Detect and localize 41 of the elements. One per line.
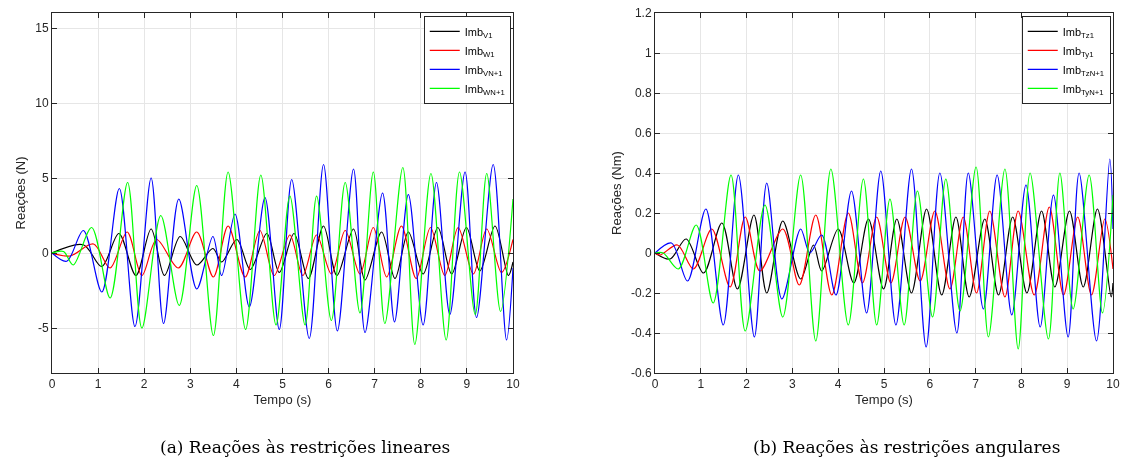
text: (a) Reações às restrições lineares <box>160 437 451 457</box>
y-tick-label: 0.8 <box>634 86 652 101</box>
y-axis-title: Reações (Nm) <box>608 151 624 235</box>
x-tick-label: 6 <box>926 377 934 392</box>
y-tick-label: 15 <box>35 21 49 36</box>
y-tick-label: 0.4 <box>634 166 652 181</box>
y-tick-label: 0.6 <box>634 126 652 141</box>
x-tick-label: 4 <box>834 377 842 392</box>
x-tick-label: 7 <box>972 377 980 392</box>
y-tick-label: 0 <box>644 246 652 261</box>
x-tick-label: 9 <box>463 377 471 392</box>
text: (b) Reações às restrições angulares <box>753 437 1061 457</box>
x-axis-title: Tempo (s) <box>253 392 312 407</box>
x-tick-label: 2 <box>743 377 751 392</box>
y-tick-label: 10 <box>35 96 49 111</box>
x-tick-label: 5 <box>279 377 287 392</box>
y-tick-label: -5 <box>37 321 49 336</box>
y-tick-label: 1.2 <box>634 6 652 21</box>
x-tick-label: 1 <box>697 377 705 392</box>
x-tick-label: 10 <box>1106 377 1120 392</box>
x-tick-label: 5 <box>880 377 888 392</box>
x-tick-label: 10 <box>506 377 520 392</box>
x-tick-label: 3 <box>186 377 194 392</box>
y-tick-label: 0 <box>41 246 49 261</box>
y-tick-label: -0.4 <box>630 326 652 341</box>
y-tick-label: 5 <box>41 171 49 186</box>
x-tick-label: 8 <box>1018 377 1026 392</box>
y-tick-label: -0.2 <box>630 286 652 301</box>
x-tick-label: 8 <box>417 377 425 392</box>
y-tick-label: 0.2 <box>634 206 652 221</box>
y-tick-label: -0.6 <box>630 366 652 381</box>
y-axis-title: Reações (N) <box>13 156 29 230</box>
x-tick-label: 1 <box>94 377 102 392</box>
x-tick-label: 6 <box>325 377 333 392</box>
x-tick-label: 3 <box>789 377 797 392</box>
x-tick-label: 4 <box>233 377 241 392</box>
x-tick-label: 9 <box>1063 377 1071 392</box>
x-axis-title: Tempo (s) <box>855 392 913 407</box>
x-tick-label: 2 <box>140 377 148 392</box>
x-tick-label: 7 <box>371 377 379 392</box>
y-tick-label: 1 <box>644 46 652 61</box>
